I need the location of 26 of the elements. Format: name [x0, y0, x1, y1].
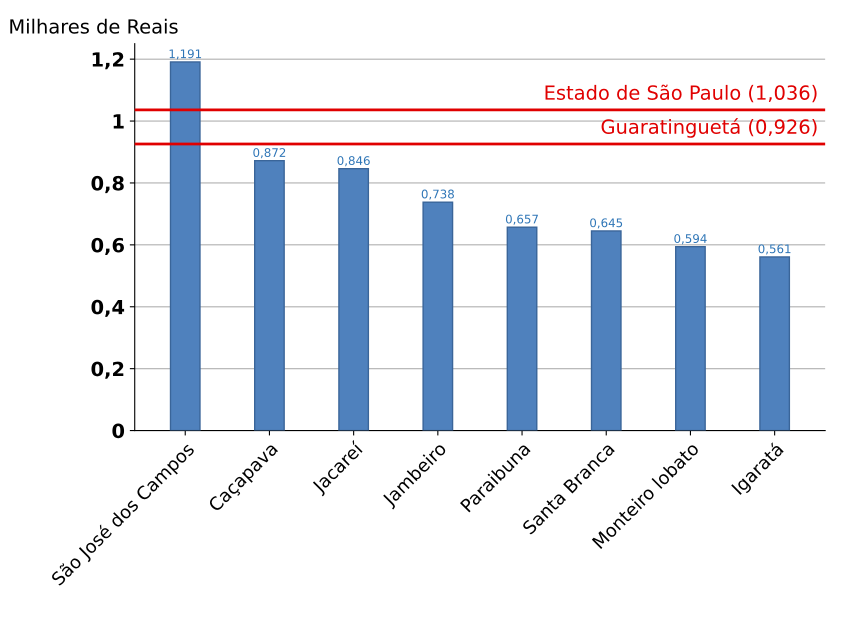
y-tick-label: 0,4: [91, 300, 124, 317]
y-axis-title: Milhares de Reais: [10, 18, 178, 34]
data-label: 0,846: [338, 156, 370, 166]
data-label: 0,594: [674, 234, 707, 244]
ref-line-label: Estado de São Paulo (1,036): [546, 84, 817, 102]
bar: [590, 230, 622, 431]
data-label: 0,738: [422, 190, 454, 200]
data-label: 0,645: [590, 218, 622, 228]
y-tick-label: 0,8: [91, 176, 124, 194]
data-label: 0,657: [506, 214, 538, 225]
bar: [254, 160, 285, 431]
bar: [759, 256, 790, 431]
ref-line-label: Guaratinguetá (0,926): [602, 118, 817, 138]
y-tick-label: 0,2: [91, 362, 124, 379]
bar: [422, 201, 454, 431]
y-tick-label: 1: [114, 114, 124, 128]
bar: [170, 61, 201, 431]
data-label: 1,191: [170, 49, 202, 60]
y-tick-label: 1,2: [92, 52, 124, 70]
data-label: 0,561: [758, 244, 790, 254]
y-tick-label: 0: [112, 424, 124, 438]
bar: [675, 246, 706, 431]
data-label: 0,872: [253, 148, 286, 158]
y-tick-label: 0,6: [91, 238, 124, 256]
bar: [338, 168, 370, 431]
bar: [506, 226, 538, 431]
